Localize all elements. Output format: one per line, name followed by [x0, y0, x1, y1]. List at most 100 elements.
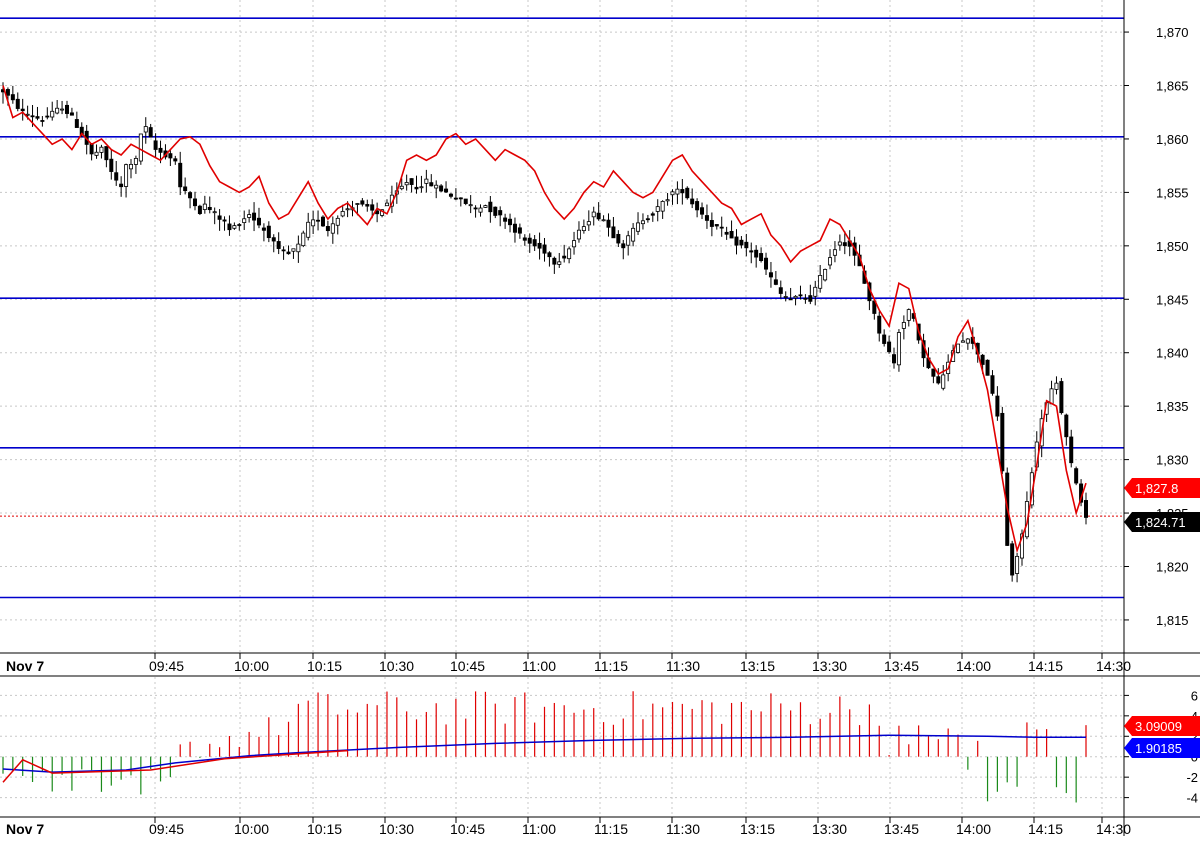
candle-body [345, 208, 350, 211]
candle-body [896, 332, 901, 366]
candle-body [355, 203, 360, 205]
candle-body [719, 226, 724, 229]
candle-body [301, 232, 306, 247]
candle-body [419, 186, 424, 189]
candle-body [828, 257, 833, 266]
overlay-line [2, 85, 1087, 554]
candle-body [434, 184, 439, 189]
candle-body [931, 368, 936, 377]
candle-body [340, 211, 345, 217]
candle-body [1074, 468, 1079, 484]
grid [0, 0, 1124, 816]
candle-body [892, 354, 897, 364]
candle-body [311, 219, 316, 227]
candle-body [168, 153, 173, 159]
candle-body [768, 272, 773, 278]
overlay-last-tag-label: 1,827.8 [1135, 481, 1178, 496]
date-label: Nov 7 [6, 658, 44, 674]
candle-body [665, 199, 670, 202]
time-tick-label: 10:00 [234, 821, 269, 836]
candle-body [20, 108, 25, 112]
candle-body [631, 227, 636, 242]
time-tick-label: 14:00 [956, 658, 991, 674]
candle-body [690, 198, 695, 205]
candle-body [25, 113, 30, 116]
candle-body [1069, 436, 1074, 464]
candle-body [1059, 381, 1064, 414]
osc-tick-label: -2 [1186, 770, 1198, 785]
candle-body [158, 147, 163, 153]
candle-body [143, 126, 148, 133]
candle-body [15, 98, 20, 109]
candle-body [30, 115, 35, 118]
date-label: Nov 7 [6, 821, 44, 836]
price-tick-label: 1,840 [1156, 346, 1189, 361]
candle-body [306, 221, 311, 238]
last-price-tag-label: 1,824.71 [1135, 515, 1186, 530]
candle-body [832, 249, 837, 256]
candle-body [572, 240, 577, 248]
candle-body [842, 242, 847, 247]
candle-body [877, 315, 882, 334]
candle-body [316, 219, 321, 222]
candle-body [444, 188, 449, 193]
candle-body [508, 218, 513, 226]
candle-body [960, 340, 965, 343]
hist-last-tag-label: 3.09009 [1135, 719, 1182, 734]
candle-body [153, 140, 158, 150]
candle-body [133, 157, 138, 165]
candle-body [522, 237, 527, 241]
candle-body [276, 241, 281, 249]
osc-tick-label: 2 [1191, 729, 1198, 744]
candle-body [655, 206, 660, 212]
time-tick-label: 09:45 [149, 821, 184, 836]
time-tick-label: 11:15 [594, 658, 628, 674]
candle-body [94, 151, 99, 156]
candle-body [252, 212, 257, 221]
candle-body [291, 248, 296, 252]
candle-body [468, 204, 473, 207]
candle-body [439, 185, 444, 192]
candle-body [616, 233, 621, 244]
candle-body [453, 197, 458, 200]
signal-line [2, 734, 1086, 783]
candle-body [325, 226, 330, 232]
time-tick-label: 11:30 [666, 821, 700, 836]
candle-body [207, 206, 212, 211]
candle-body [473, 207, 478, 210]
candle-body [55, 107, 60, 114]
candle-body [178, 162, 183, 188]
candle-body [527, 237, 532, 244]
candle-body [650, 213, 655, 216]
candle-body [734, 236, 739, 246]
price-tick-label: 1,865 [1156, 79, 1189, 94]
time-tick-label: 11:30 [666, 658, 700, 674]
candle-body [202, 203, 207, 210]
signal-series [2, 734, 1086, 773]
candle-body [606, 219, 611, 228]
candle-body [636, 222, 641, 232]
candle-body [759, 253, 764, 262]
candle-body [256, 217, 261, 226]
candle-body [217, 215, 222, 220]
candle-body [320, 216, 325, 227]
candle-body [50, 110, 55, 118]
candle-body [128, 163, 133, 170]
candle-body [370, 204, 375, 211]
price-tick-label: 1,830 [1156, 453, 1189, 468]
time-tick-label: 13:45 [884, 658, 919, 674]
candle-body [188, 192, 193, 199]
candle-body [1054, 382, 1059, 390]
signal-last-tag-label: 1.90185 [1135, 741, 1182, 756]
candle-body [660, 201, 665, 212]
candle-body [882, 334, 887, 344]
candle-body [60, 108, 65, 111]
candle-body [626, 235, 631, 246]
candle-body [764, 257, 769, 270]
candle-body [985, 359, 990, 376]
time-tick-label: 13:15 [740, 658, 775, 674]
time-tick-label: 13:30 [812, 821, 847, 836]
candle-body [104, 146, 109, 161]
time-tick-label: 11:15 [594, 821, 628, 836]
